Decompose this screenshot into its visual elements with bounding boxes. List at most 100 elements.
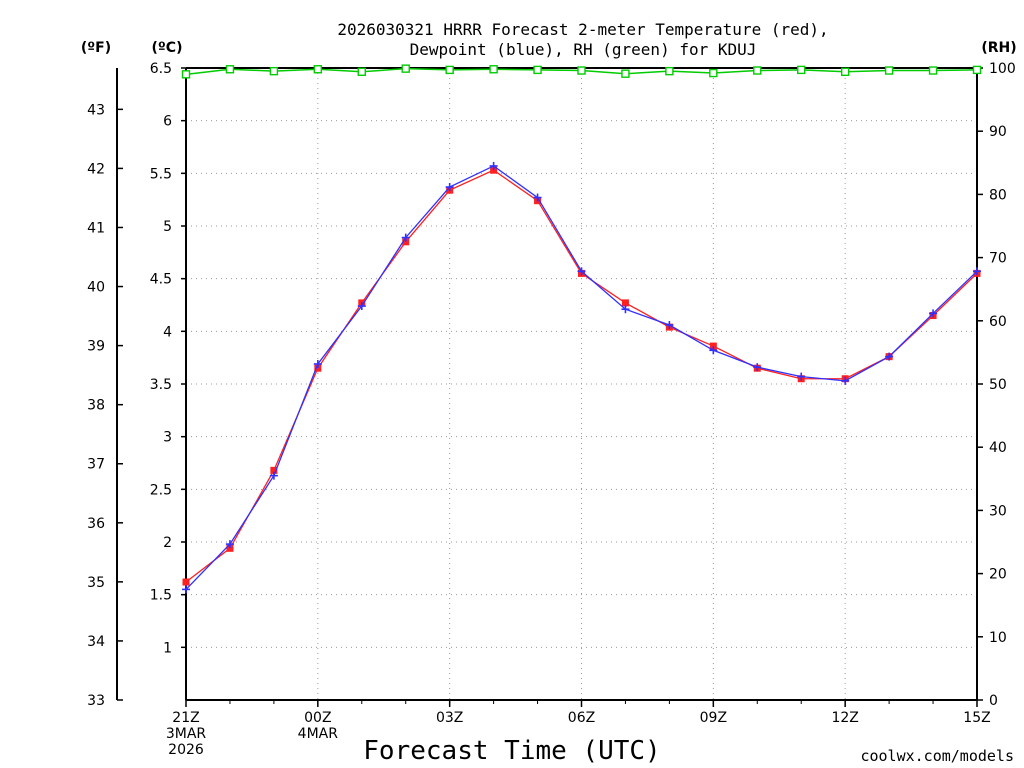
fahrenheit-tick-label: 42	[87, 161, 105, 177]
rh-tick-label: 20	[989, 567, 1007, 583]
dewpoint-point	[269, 471, 278, 480]
fahrenheit-tick-label: 40	[87, 280, 105, 296]
rh-point	[577, 66, 586, 75]
rh-point	[225, 65, 235, 74]
x-tick-label: 12Z	[831, 710, 858, 726]
dewpoint-point	[489, 161, 498, 170]
fahrenheit-tick-label: 37	[87, 457, 105, 473]
rh-point	[753, 66, 762, 75]
fahrenheit-tick-label: 33	[87, 693, 105, 709]
rh-tick-label: 0	[989, 693, 998, 709]
rh-point	[533, 65, 542, 75]
dewpoint-point	[533, 193, 542, 202]
celsius-tick-label: 1.5	[150, 588, 172, 604]
dewpoint-point	[841, 376, 850, 385]
rh-tick-label: 10	[989, 630, 1007, 646]
temperature-point	[621, 299, 629, 307]
fahrenheit-tick-label: 35	[87, 575, 105, 591]
rh-point	[313, 65, 323, 74]
grid-lines	[185, 67, 978, 700]
dewpoint-point	[577, 267, 586, 276]
celsius-tick-label: 4.5	[150, 272, 172, 288]
rh-point	[489, 65, 498, 74]
dewpoint-point	[357, 302, 366, 311]
dewpoint-point	[621, 305, 630, 314]
dewpoint-point	[313, 359, 322, 368]
celsius-tick-label: 1	[163, 640, 172, 656]
celsius-tick-label: 4	[163, 324, 172, 340]
dewpoint-point	[973, 267, 981, 276]
temperature-point	[182, 578, 190, 586]
rh-tick-label: 90	[989, 124, 1007, 140]
x-tick-label: 15Z	[963, 710, 990, 726]
rh-point	[269, 66, 279, 76]
rh-point	[665, 66, 674, 76]
rh-point	[884, 66, 894, 75]
x-tick-label: 21Z	[172, 710, 199, 726]
dewpoint-point	[225, 540, 234, 549]
rh-tick-label: 50	[989, 377, 1007, 393]
rh-tick-label: 60	[989, 314, 1007, 330]
celsius-tick-label: 2	[163, 535, 172, 551]
rh-point	[928, 66, 938, 75]
celsius-tick-label: 5.5	[150, 166, 172, 182]
x-tick-label: 09Z	[700, 710, 727, 726]
rh-tick-label: 70	[989, 251, 1007, 267]
fahrenheit-tick-label: 38	[87, 398, 105, 414]
temperature-line	[185, 169, 978, 583]
dewpoint-point	[709, 346, 718, 355]
temperature-point	[402, 238, 410, 246]
rh-tick-label: 30	[989, 503, 1007, 519]
temperature-point	[709, 342, 717, 350]
dewpoint-point	[929, 309, 938, 318]
fahrenheit-tick-label: 39	[87, 339, 105, 355]
celsius-tick-label: 3.5	[150, 377, 172, 393]
dewpoint-point	[401, 233, 410, 242]
rh-point	[401, 64, 410, 73]
rh-tick-label: 80	[989, 187, 1007, 203]
x-axis-label: Forecast Time (UTC)	[363, 736, 660, 766]
rh-tick-label: 40	[989, 440, 1007, 456]
rh-point	[972, 65, 982, 75]
temperature-point	[270, 466, 278, 474]
x-tick-label: 3MAR	[166, 726, 207, 742]
temperature-point	[226, 544, 234, 552]
rh-point	[445, 65, 454, 75]
fahrenheit-tick-label: 36	[87, 516, 105, 532]
x-tick-label: 4MAR	[298, 726, 339, 742]
dewpoint-line	[185, 165, 978, 590]
dewpoint-point	[753, 363, 762, 372]
celsius-tick-label: 3	[163, 430, 172, 446]
dewpoint-point	[797, 372, 806, 381]
dewpoint-point	[885, 352, 894, 361]
celsius-unit-label: (ºC)	[152, 40, 183, 56]
credit-text: coolwx.com/models	[860, 747, 1014, 765]
rh-point	[797, 65, 806, 75]
chart-title-line-2: Dewpoint (blue), RH (green) for KDUJ	[410, 40, 757, 59]
celsius-tick-label: 2.5	[150, 482, 172, 498]
x-tick-label: 2026	[168, 742, 204, 758]
rh-point	[840, 67, 850, 76]
temperature-point	[490, 166, 498, 174]
fahrenheit-tick-label: 34	[87, 634, 105, 650]
rh-unit-label: (RH)	[981, 40, 1016, 56]
dewpoint-point	[445, 183, 454, 192]
series-layer	[181, 64, 982, 594]
rh-point	[621, 69, 630, 78]
rh-tick-label: 100	[989, 61, 1016, 77]
x-tick-label: 03Z	[436, 710, 463, 726]
celsius-tick-label: 6	[163, 114, 172, 130]
temperature-point	[314, 364, 322, 372]
celsius-tick-label: 5	[163, 219, 172, 235]
rh-point	[357, 67, 366, 76]
fahrenheit-unit-label: (ºF)	[81, 40, 111, 56]
x-tick-label: 00Z	[304, 710, 331, 726]
fahrenheit-tick-label: 41	[87, 220, 105, 236]
axes: 33 34 35 36 37 38 39 40 41 42 43 1 1.5 2 2.5 3 3.5 4 4.5 5 5…	[87, 61, 1016, 758]
rh-point	[709, 68, 718, 78]
dewpoint-point	[182, 585, 190, 594]
fahrenheit-tick-label: 43	[87, 102, 105, 118]
rh-point	[181, 70, 191, 79]
chart-title-line-1: 2026030321 HRRR Forecast 2-meter Tempera…	[337, 20, 828, 39]
